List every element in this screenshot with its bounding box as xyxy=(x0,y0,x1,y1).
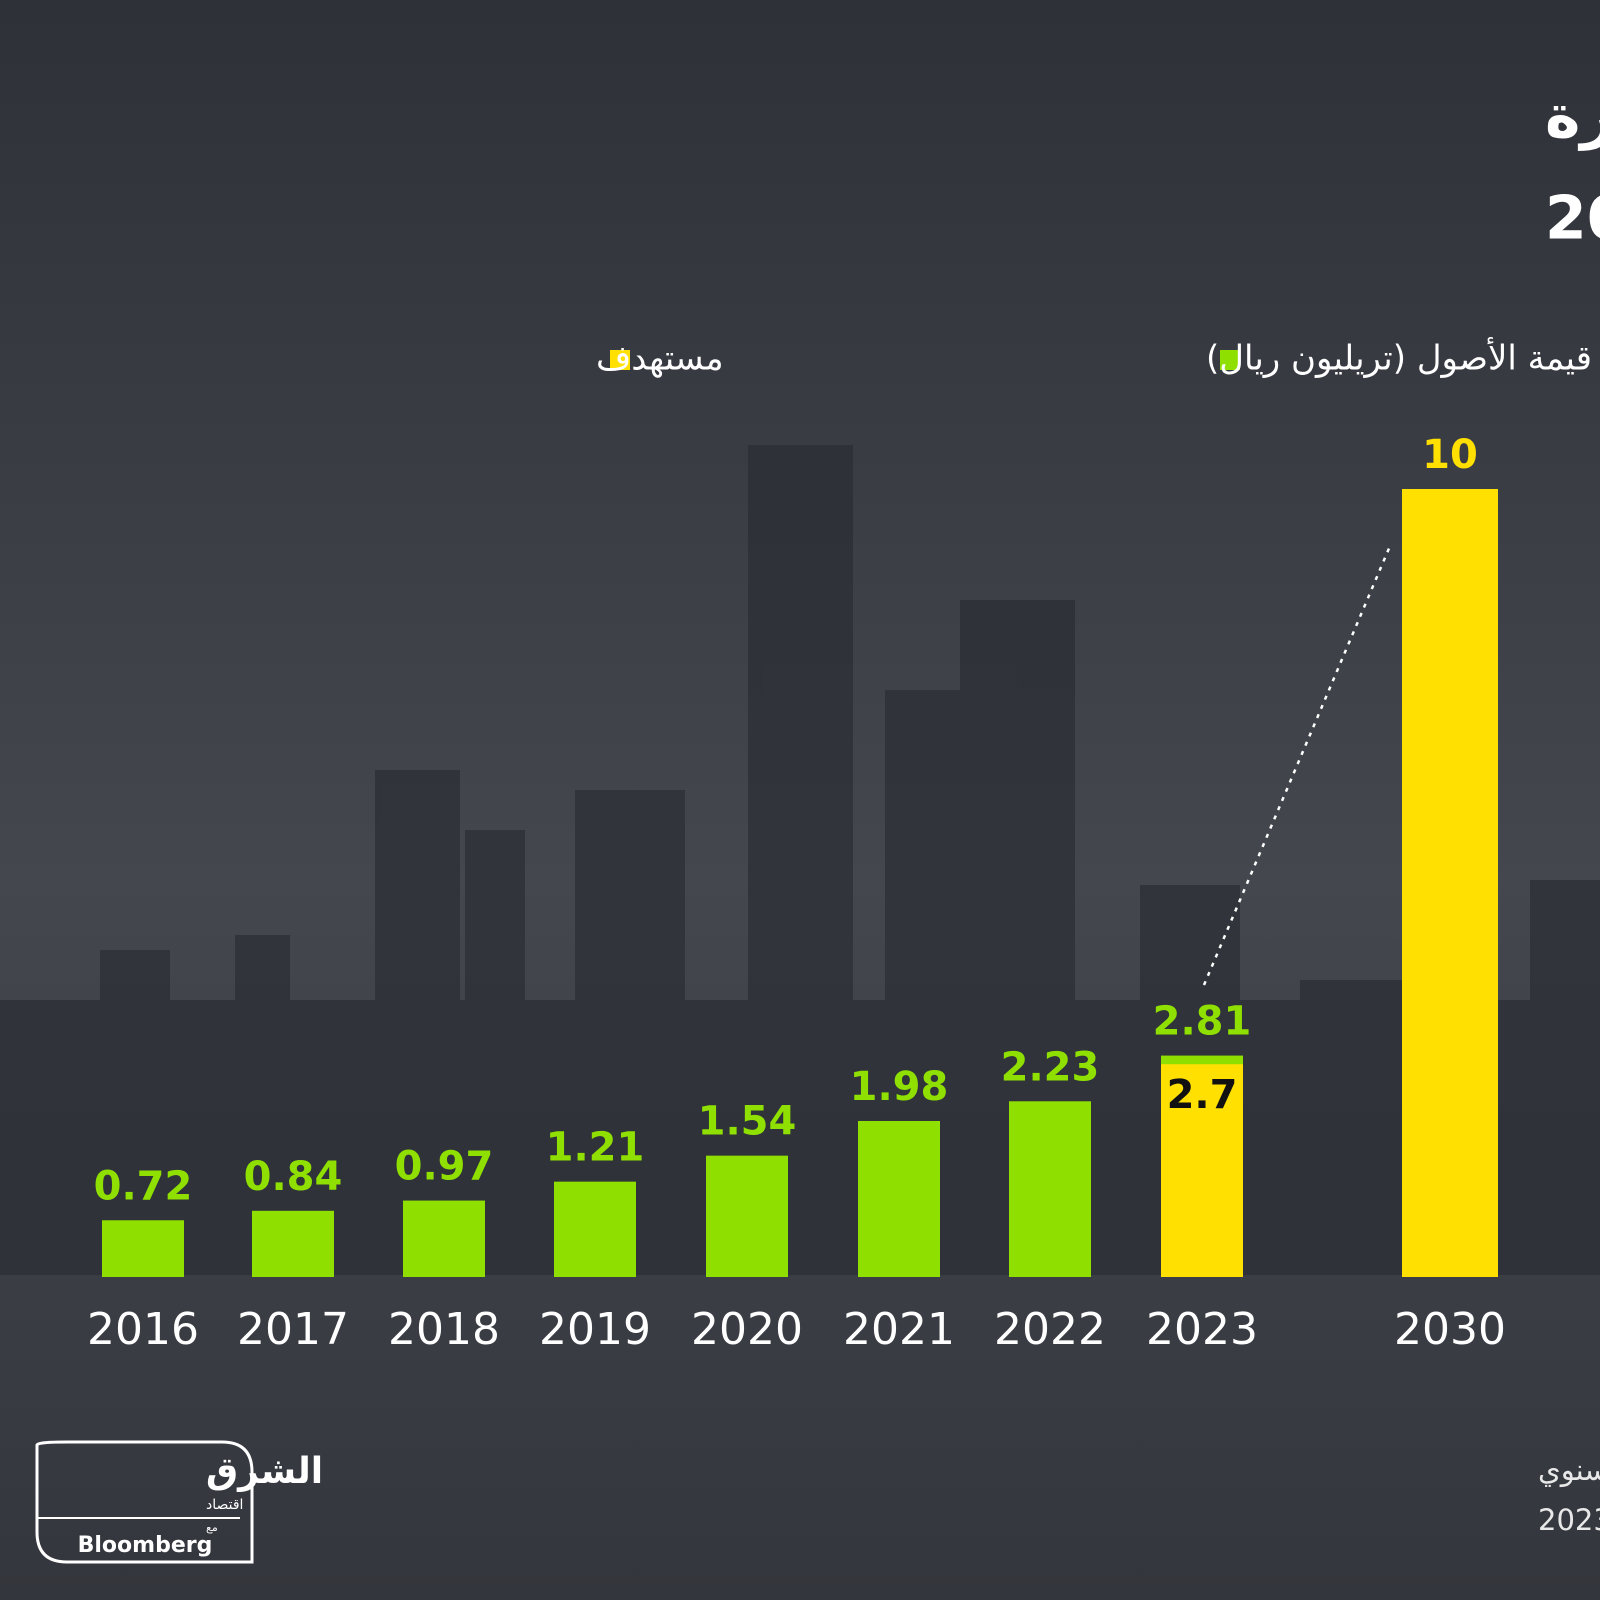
source-line: لرؤية السعودية 2030 لعام 2023 xyxy=(1538,1503,1600,1537)
value-label: 1.21 xyxy=(546,1125,645,1171)
bar xyxy=(554,1181,636,1277)
value-label: 0.97 xyxy=(395,1144,494,1190)
x-tick-label: 2030 xyxy=(1394,1304,1506,1355)
value-label: 2.81 xyxy=(1153,999,1252,1045)
legend-swatch xyxy=(1220,350,1240,370)
logo-frame xyxy=(35,1440,254,1564)
x-tick-label: 2022 xyxy=(994,1304,1106,1355)
title-line: أصول الصندوق السيادي السعودي المدارة xyxy=(1545,77,1600,152)
logo: الشرق اقتصاد مع Bloomberg xyxy=(35,1440,323,1564)
source-line: المصدر: بيانات صندوق الاستثمارات العامة … xyxy=(1538,1453,1600,1487)
value-label: 2.23 xyxy=(1001,1044,1100,1090)
bar xyxy=(252,1210,334,1277)
value-label: 0.84 xyxy=(244,1154,343,1200)
value-label: 2.7 xyxy=(1167,1072,1238,1118)
x-tick-label: 2018 xyxy=(388,1304,500,1355)
bar xyxy=(1161,1064,1243,1277)
bar xyxy=(858,1120,940,1277)
x-tick-label: 2016 xyxy=(87,1304,199,1355)
x-tick-label: 2020 xyxy=(691,1304,803,1355)
bar xyxy=(102,1220,184,1277)
value-label: 1.54 xyxy=(698,1099,797,1145)
bar xyxy=(706,1155,788,1277)
logo-sub: اقتصاد xyxy=(206,1497,243,1513)
value-label: 10 xyxy=(1422,432,1478,478)
value-label: 1.98 xyxy=(850,1064,949,1110)
value-label: 0.72 xyxy=(94,1163,193,1209)
x-tick-label: 2019 xyxy=(539,1304,651,1355)
logo-name: الشرق xyxy=(206,1451,323,1492)
bar xyxy=(1009,1101,1091,1277)
x-tick-label: 2023 xyxy=(1146,1304,1258,1355)
legend-swatch xyxy=(610,350,630,370)
title-line: تتخطى مستهدفات "رؤية 2030" لعام 2023 xyxy=(1545,184,1600,254)
bar xyxy=(1402,489,1498,1277)
x-tick-label: 2017 xyxy=(237,1304,349,1355)
legend-label: مستهدف xyxy=(596,339,724,379)
logo-with: مع xyxy=(206,1521,218,1534)
bar xyxy=(403,1200,485,1277)
legend-label: قيمة الأصول (تريليون ريال) xyxy=(1206,337,1592,379)
logo-partner: Bloomberg xyxy=(78,1533,213,1558)
x-tick-label: 2021 xyxy=(843,1304,955,1355)
